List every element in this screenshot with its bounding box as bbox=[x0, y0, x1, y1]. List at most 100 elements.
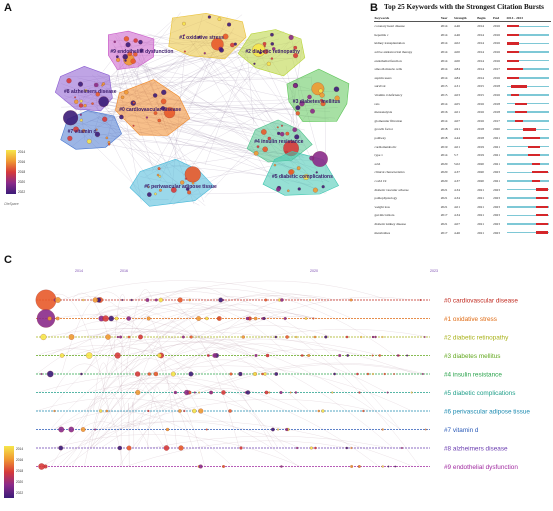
keyword-node bbox=[157, 174, 159, 176]
burst-period-bar bbox=[536, 231, 549, 233]
timeline-node bbox=[314, 447, 316, 449]
timeline-node bbox=[382, 336, 384, 338]
keyword-node bbox=[74, 100, 78, 104]
burst-end: 2021 bbox=[493, 177, 506, 186]
cluster-label: #1 oxidative stress bbox=[179, 35, 224, 41]
keyword-node bbox=[309, 156, 314, 161]
timeline-arc bbox=[116, 422, 300, 448]
timeline-cluster-label: #4 insulin resistance bbox=[444, 372, 502, 379]
timeline-node bbox=[263, 372, 266, 375]
burst-period-bar bbox=[507, 34, 520, 36]
timeline-node bbox=[295, 391, 297, 393]
burst-year: 2017 bbox=[440, 211, 453, 220]
burst-timeline-track bbox=[507, 51, 549, 53]
timeline-node bbox=[41, 373, 43, 375]
timeline-node bbox=[135, 390, 140, 395]
timeline-year-legend bbox=[4, 446, 14, 498]
keyword-node bbox=[78, 82, 83, 87]
burst-strength: 5.02 bbox=[454, 160, 477, 169]
timeline-node bbox=[198, 392, 200, 394]
timeline-node bbox=[295, 336, 297, 338]
keyword-node bbox=[312, 151, 328, 167]
cluster-label: #7 vitamin d bbox=[68, 129, 97, 135]
burst-keyword: endothelial function bbox=[374, 56, 440, 65]
burst-timeline-track bbox=[507, 137, 549, 139]
timeline-node bbox=[36, 290, 56, 310]
timeline-arc bbox=[48, 309, 271, 411]
keyword-node bbox=[101, 84, 103, 86]
legend-year-label: 2022 bbox=[18, 190, 25, 194]
timeline-node bbox=[346, 336, 348, 338]
timeline-year-tick: 2016 bbox=[120, 269, 128, 273]
burst-begin: 2020 bbox=[477, 160, 493, 169]
burst-keyword: rats bbox=[374, 99, 440, 108]
timeline-node bbox=[135, 371, 140, 376]
burst-strength: 4.34 bbox=[454, 211, 477, 220]
burst-end: 2023 bbox=[493, 185, 506, 194]
keyword-node bbox=[121, 96, 124, 99]
burst-year: 2021 bbox=[440, 185, 453, 194]
burst-timeline-track bbox=[507, 94, 549, 96]
burst-strength: 4.37 bbox=[454, 168, 477, 177]
keyword-node bbox=[67, 78, 72, 83]
timeline-arc bbox=[105, 312, 314, 429]
timeline-node bbox=[261, 317, 263, 319]
keyword-node bbox=[106, 137, 108, 139]
timeline-arc bbox=[87, 397, 123, 467]
burst-timeline-cell bbox=[506, 117, 551, 126]
burst-strength: 4.37 bbox=[454, 177, 477, 186]
timeline-node bbox=[146, 298, 150, 302]
timeline-arc bbox=[54, 364, 102, 393]
timeline-node bbox=[154, 372, 158, 376]
timeline-arc bbox=[36, 398, 299, 466]
timeline-node bbox=[147, 410, 149, 412]
timeline-node bbox=[312, 318, 314, 320]
timeline-node bbox=[147, 317, 151, 321]
keyword-node bbox=[146, 116, 148, 118]
keyword-node bbox=[133, 102, 135, 104]
keyword-node bbox=[298, 187, 301, 190]
timeline-cluster-label: #3 diabetes mellitus bbox=[444, 353, 500, 360]
burst-end: 2018 bbox=[493, 82, 506, 91]
keyword-node bbox=[185, 166, 201, 182]
burst-timeline-cell bbox=[506, 48, 551, 57]
burst-strength: 4.91 bbox=[454, 125, 477, 134]
burst-year: 2021 bbox=[440, 194, 453, 203]
timeline-node bbox=[286, 335, 289, 338]
timeline-node bbox=[384, 373, 386, 375]
timeline-arc bbox=[42, 399, 374, 466]
timeline-node bbox=[82, 299, 84, 301]
legend-year-label: 2014 bbox=[16, 447, 23, 451]
keyword-node bbox=[313, 188, 318, 193]
burst-begin: 2020 bbox=[477, 168, 493, 177]
burst-timeline-cell bbox=[506, 160, 551, 169]
timeline-node bbox=[155, 299, 158, 302]
burst-end: 2016 bbox=[493, 74, 506, 83]
legend-year-label: 2020 bbox=[16, 480, 23, 484]
burst-keyword: gut microbiota bbox=[374, 211, 440, 220]
burst-timeline-track bbox=[507, 103, 549, 105]
burst-keyword: clinical characteristics bbox=[374, 168, 440, 177]
timeline-node bbox=[190, 336, 193, 339]
timeline-year-tick: 2020 bbox=[310, 269, 318, 273]
burst-end: 2018 bbox=[493, 108, 506, 117]
timeline-node bbox=[358, 465, 360, 467]
timeline-node bbox=[397, 354, 399, 356]
burst-period-bar bbox=[507, 51, 520, 53]
burst-strength: 4.00 bbox=[454, 48, 477, 57]
cluster-label: #0 cardiovascular disease bbox=[119, 107, 181, 113]
timeline-node bbox=[117, 336, 119, 338]
timeline-arc bbox=[132, 402, 134, 448]
keyword-node bbox=[102, 117, 107, 122]
burst-keyword: pathway bbox=[374, 134, 440, 143]
timeline-node bbox=[290, 392, 292, 394]
timeline-arc bbox=[138, 288, 395, 355]
burst-begin: 2014 bbox=[477, 74, 493, 83]
timeline-node bbox=[420, 299, 422, 301]
keyword-node bbox=[261, 129, 266, 134]
keyword-node bbox=[230, 43, 234, 47]
burst-end: 2016 bbox=[493, 91, 506, 100]
